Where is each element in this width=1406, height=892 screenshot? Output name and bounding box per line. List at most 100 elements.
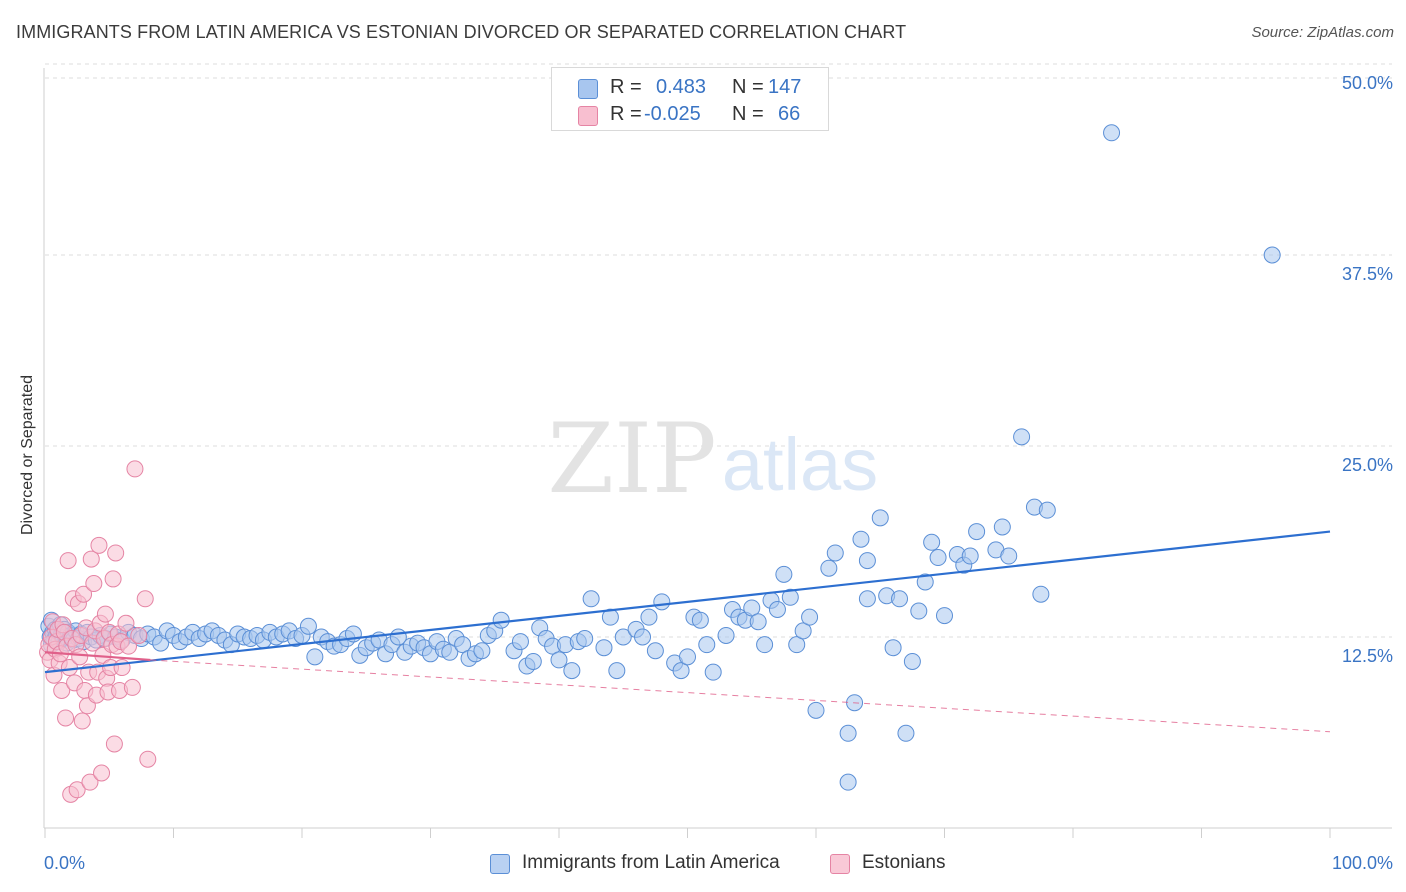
data-point-estonians	[71, 648, 89, 666]
data-point-estonians	[130, 626, 148, 644]
data-point-latin-america	[691, 611, 709, 629]
data-point-estonians	[93, 764, 111, 782]
data-point-latin-america	[807, 701, 825, 719]
data-point-latin-america	[582, 590, 600, 608]
data-point-estonians	[120, 637, 138, 655]
legend-row-latin-america: R = 0.483 N = 147	[552, 74, 828, 100]
data-point-latin-america	[743, 599, 761, 617]
gridlines	[45, 63, 1392, 638]
data-point-estonians	[82, 550, 100, 568]
data-point-latin-america	[576, 630, 594, 648]
x-tick-label: 0.0%	[44, 853, 85, 873]
series-legend: Immigrants from Latin America Estonians	[0, 852, 1406, 878]
data-point-latin-america	[801, 608, 819, 626]
data-point-latin-america	[858, 590, 876, 608]
data-point-latin-america	[672, 662, 690, 680]
legend-label: Estonians	[862, 852, 946, 873]
source-credit: Source: ZipAtlas.com	[1251, 24, 1394, 41]
legend-row-estonians: R = -0.025 N = 66	[552, 101, 828, 127]
data-point-latin-america	[634, 628, 652, 646]
data-point-latin-america	[839, 773, 857, 791]
legend-swatch-pink	[830, 854, 850, 874]
data-point-latin-america	[306, 648, 324, 666]
data-point-latin-america	[563, 662, 581, 680]
legend-r-value: -0.025	[644, 103, 701, 125]
watermark-atlas: atlas	[722, 423, 878, 506]
data-point-latin-america	[717, 626, 735, 644]
data-point-latin-america	[839, 724, 857, 742]
data-point-latin-america	[653, 593, 671, 611]
data-point-latin-america	[749, 613, 767, 631]
data-point-estonians	[107, 544, 125, 562]
data-point-latin-america	[550, 651, 568, 669]
data-point-latin-america	[1013, 428, 1031, 446]
legend-label: Immigrants from Latin America	[522, 852, 780, 873]
data-point-estonians	[85, 575, 103, 593]
data-point-latin-america	[891, 590, 909, 608]
data-point-latin-america	[441, 643, 459, 661]
data-point-estonians	[139, 750, 157, 768]
data-point-latin-america	[511, 633, 529, 651]
data-point-latin-america	[871, 509, 889, 527]
legend-r-label: R =	[610, 76, 642, 98]
legend-n-label: N =	[732, 103, 764, 125]
data-point-latin-america	[910, 602, 928, 620]
data-point-estonians	[73, 712, 91, 730]
data-point-latin-america	[993, 518, 1011, 536]
data-point-latin-america	[614, 628, 632, 646]
data-point-latin-america	[704, 663, 722, 681]
data-point-estonians	[123, 678, 141, 696]
data-point-latin-america	[1038, 501, 1056, 519]
data-point-estonians	[59, 552, 77, 570]
legend-swatch-pink	[578, 106, 598, 126]
legend-n-value: 66	[778, 103, 801, 125]
data-point-latin-america	[916, 573, 934, 591]
data-point-estonians	[53, 681, 71, 699]
data-point-latin-america	[852, 530, 870, 548]
data-point-latin-america	[473, 642, 491, 660]
data-point-latin-america	[936, 607, 953, 625]
data-point-latin-america	[454, 636, 472, 654]
data-point-latin-america	[608, 662, 626, 680]
data-point-latin-america	[698, 636, 716, 654]
data-point-estonians	[96, 605, 114, 623]
data-point-latin-america	[595, 639, 613, 657]
series-estonians-points	[39, 460, 157, 803]
data-point-estonians	[75, 585, 93, 603]
data-point-latin-america	[897, 724, 915, 742]
data-point-latin-america	[524, 652, 542, 670]
legend-swatch-blue	[490, 854, 510, 874]
y-tick-label: 50.0%	[1342, 73, 1393, 93]
legend-n-value: 147	[768, 76, 802, 98]
data-point-latin-america	[781, 588, 799, 606]
x-tick-label: 100.0%	[1332, 853, 1393, 873]
legend-r-value: 0.483	[656, 76, 707, 98]
data-point-estonians	[81, 773, 99, 791]
data-point-latin-america	[1263, 246, 1281, 264]
data-point-latin-america	[794, 622, 812, 640]
legend-r-label: R =	[610, 103, 642, 125]
data-point-latin-america	[640, 608, 658, 626]
watermark-zip: ZIP	[547, 403, 716, 515]
data-point-latin-america	[492, 611, 510, 629]
data-point-latin-america	[826, 544, 844, 562]
legend-n-label: N =	[732, 76, 764, 98]
y-tick-label: 25.0%	[1342, 455, 1393, 475]
axes	[43, 68, 1392, 838]
data-point-estonians	[104, 570, 122, 588]
tick-labels: 12.5% 25.0% 37.5% 50.0% 0.0% 100.0%	[44, 73, 1393, 873]
watermark: ZIP atlas	[547, 403, 878, 515]
trend-line-estonians-dashed	[150, 659, 1331, 733]
data-point-estonians	[136, 590, 154, 608]
data-point-latin-america	[968, 523, 986, 541]
data-point-latin-america	[679, 648, 696, 666]
correlation-legend: R = 0.483 N = 147 R = -0.025 N = 66	[551, 67, 829, 131]
data-point-estonians	[113, 659, 131, 677]
data-point-latin-america	[1000, 547, 1018, 565]
data-point-latin-america	[768, 600, 786, 618]
data-point-latin-america	[788, 636, 806, 654]
data-point-latin-america	[884, 639, 902, 657]
y-tick-label: 12.5%	[1342, 646, 1393, 666]
trend-line-latin-america	[44, 530, 1331, 674]
